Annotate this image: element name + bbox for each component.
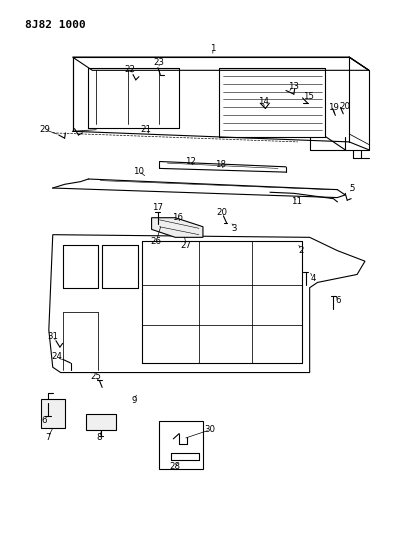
Text: 7: 7 [45, 433, 51, 442]
Text: 23: 23 [153, 58, 164, 67]
Text: 17: 17 [152, 203, 163, 212]
Text: 4: 4 [310, 273, 316, 282]
Text: 27: 27 [181, 241, 192, 250]
Text: 28: 28 [169, 463, 180, 471]
Text: 16: 16 [172, 213, 183, 222]
Text: 19: 19 [328, 103, 339, 112]
Text: 20: 20 [217, 208, 227, 217]
Text: 30: 30 [205, 425, 216, 434]
Text: 29: 29 [39, 125, 50, 134]
Text: 22: 22 [124, 64, 135, 74]
Text: 14: 14 [258, 96, 269, 106]
Text: 21: 21 [140, 125, 151, 134]
Text: 8J82 1000: 8J82 1000 [25, 20, 86, 30]
Text: 10: 10 [133, 166, 144, 175]
Text: 15: 15 [303, 92, 314, 101]
Text: 24: 24 [51, 352, 62, 361]
Text: 9: 9 [131, 395, 137, 405]
Text: 3: 3 [232, 224, 237, 233]
Text: 18: 18 [215, 160, 226, 169]
Text: 6: 6 [41, 416, 47, 425]
FancyBboxPatch shape [86, 414, 116, 430]
Text: 13: 13 [288, 82, 298, 91]
Text: 31: 31 [47, 332, 58, 341]
Text: 11: 11 [291, 197, 302, 206]
Polygon shape [152, 217, 203, 237]
Text: 5: 5 [349, 183, 355, 192]
Text: 1: 1 [210, 44, 216, 53]
Text: 25: 25 [90, 372, 101, 381]
Text: 26: 26 [151, 237, 162, 246]
Text: 12: 12 [185, 157, 196, 166]
Text: 2: 2 [298, 246, 304, 255]
Text: 20: 20 [340, 102, 351, 111]
Text: 8: 8 [97, 433, 102, 442]
FancyBboxPatch shape [41, 399, 65, 428]
Text: 6: 6 [336, 296, 341, 305]
